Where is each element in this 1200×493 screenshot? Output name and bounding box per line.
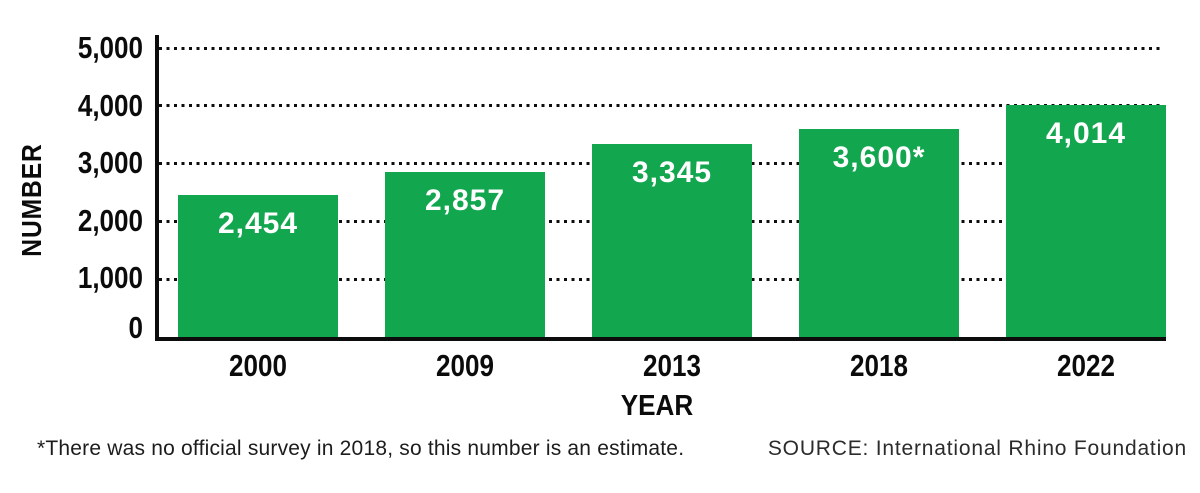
bar-value-label: 2,857 xyxy=(424,183,506,217)
bar-2000: 2,454 xyxy=(178,195,338,337)
chart-footer: *There was no official survey in 2018, s… xyxy=(37,437,1187,461)
y-tick-label-3000: 3,000 xyxy=(77,145,143,180)
y-tick-label-4000: 4,000 xyxy=(77,88,143,123)
y-axis-line xyxy=(155,35,159,341)
bar-2022: 4,014 xyxy=(1006,105,1166,337)
footnote-text: *There was no official survey in 2018, s… xyxy=(37,437,685,460)
bar-value-label: 3,345 xyxy=(631,155,713,189)
x-tick-label-2018: 2018 xyxy=(850,348,908,383)
source-credit: SOURCE: International Rhino Foundation xyxy=(767,437,1187,460)
bar-value-label: 3,600* xyxy=(832,140,926,174)
gridline-4000 xyxy=(159,104,1163,108)
bar-value-label: 2,454 xyxy=(217,207,299,241)
gridline-5000 xyxy=(159,46,1163,50)
bar-value-label: 4,014 xyxy=(1045,117,1127,150)
plot-area: 2,454 2,857 3,345 3,600* 4,014 xyxy=(157,46,1166,337)
y-tick-label-0: 0 xyxy=(128,310,143,345)
x-tick-label-2022: 2022 xyxy=(1057,348,1115,383)
bar-2009: 2,857 xyxy=(385,171,545,337)
y-tick-label-5000: 5,000 xyxy=(77,30,143,65)
x-tick-label-2000: 2000 xyxy=(229,348,287,383)
x-tick-label-2013: 2013 xyxy=(643,348,701,383)
bar-2013: 3,345 xyxy=(592,143,752,337)
x-axis-title: YEAR xyxy=(620,390,694,422)
x-tick-label-2009: 2009 xyxy=(436,348,494,383)
bar-2018: 3,600* xyxy=(799,128,959,337)
x-axis-line xyxy=(155,337,1166,341)
y-tick-label-1000: 1,000 xyxy=(77,260,143,295)
y-tick-label-2000: 2,000 xyxy=(77,203,143,238)
